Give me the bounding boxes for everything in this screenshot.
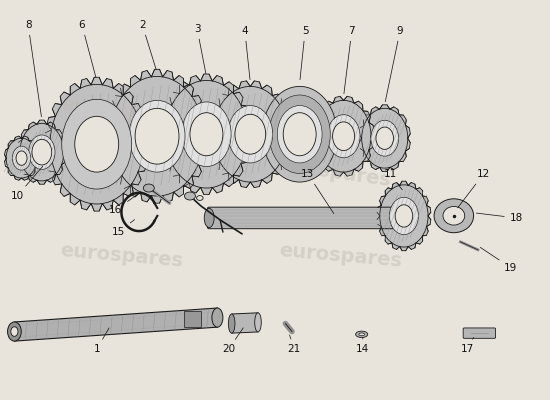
Text: 16: 16 [109, 192, 141, 215]
Ellipse shape [12, 146, 31, 170]
Ellipse shape [269, 95, 331, 174]
Ellipse shape [389, 197, 419, 234]
Ellipse shape [376, 127, 393, 149]
Text: 3: 3 [194, 24, 206, 74]
Polygon shape [377, 181, 431, 251]
Ellipse shape [69, 108, 125, 180]
Text: 6: 6 [79, 20, 96, 78]
Text: 13: 13 [301, 169, 334, 214]
Text: 11: 11 [383, 169, 402, 190]
Polygon shape [105, 69, 209, 203]
Ellipse shape [327, 115, 360, 158]
Text: 2: 2 [139, 20, 156, 70]
Ellipse shape [333, 122, 355, 150]
Ellipse shape [29, 135, 55, 169]
Ellipse shape [371, 120, 399, 156]
Ellipse shape [359, 333, 365, 336]
Text: 10: 10 [10, 166, 43, 201]
Text: 17: 17 [460, 338, 474, 354]
Polygon shape [4, 136, 38, 180]
FancyBboxPatch shape [207, 207, 405, 229]
Polygon shape [359, 105, 410, 172]
Text: 5: 5 [300, 26, 309, 80]
Text: 14: 14 [356, 338, 370, 354]
Polygon shape [313, 96, 374, 176]
Polygon shape [232, 313, 258, 333]
Text: eurospares: eurospares [267, 154, 392, 190]
Ellipse shape [443, 206, 465, 225]
Circle shape [144, 184, 155, 192]
Ellipse shape [395, 205, 412, 227]
Ellipse shape [190, 113, 223, 156]
Ellipse shape [32, 140, 52, 165]
Text: 20: 20 [222, 328, 243, 354]
Ellipse shape [75, 116, 119, 172]
Ellipse shape [204, 208, 214, 228]
Ellipse shape [129, 100, 185, 172]
Text: 18: 18 [476, 213, 523, 223]
Text: 1: 1 [94, 328, 109, 354]
Ellipse shape [255, 313, 261, 332]
Ellipse shape [8, 322, 21, 341]
Ellipse shape [262, 86, 337, 182]
Text: eurospares: eurospares [59, 94, 184, 130]
Ellipse shape [11, 327, 18, 336]
Ellipse shape [277, 106, 322, 163]
Polygon shape [45, 77, 149, 211]
Ellipse shape [235, 114, 266, 154]
Ellipse shape [135, 108, 179, 164]
Text: 19: 19 [480, 247, 518, 273]
Polygon shape [161, 74, 252, 194]
Ellipse shape [62, 99, 131, 189]
Text: 7: 7 [344, 26, 355, 94]
Ellipse shape [16, 151, 27, 165]
Text: eurospares: eurospares [59, 241, 184, 271]
Ellipse shape [283, 113, 316, 156]
Text: eurospares: eurospares [278, 241, 403, 271]
Ellipse shape [356, 331, 368, 338]
Ellipse shape [228, 106, 273, 163]
FancyBboxPatch shape [463, 328, 496, 338]
Polygon shape [208, 81, 292, 188]
Circle shape [184, 192, 195, 200]
Text: 9: 9 [386, 26, 403, 102]
Ellipse shape [399, 208, 409, 228]
Circle shape [196, 196, 203, 200]
Ellipse shape [434, 199, 474, 233]
FancyBboxPatch shape [184, 311, 201, 327]
Text: 15: 15 [112, 220, 135, 237]
Text: 4: 4 [241, 26, 250, 80]
Polygon shape [14, 308, 217, 341]
Ellipse shape [182, 102, 231, 166]
Text: 12: 12 [458, 169, 490, 208]
Text: 8: 8 [25, 20, 41, 117]
Ellipse shape [228, 314, 235, 333]
Polygon shape [18, 120, 66, 184]
Ellipse shape [212, 308, 223, 327]
Text: 21: 21 [288, 335, 301, 354]
